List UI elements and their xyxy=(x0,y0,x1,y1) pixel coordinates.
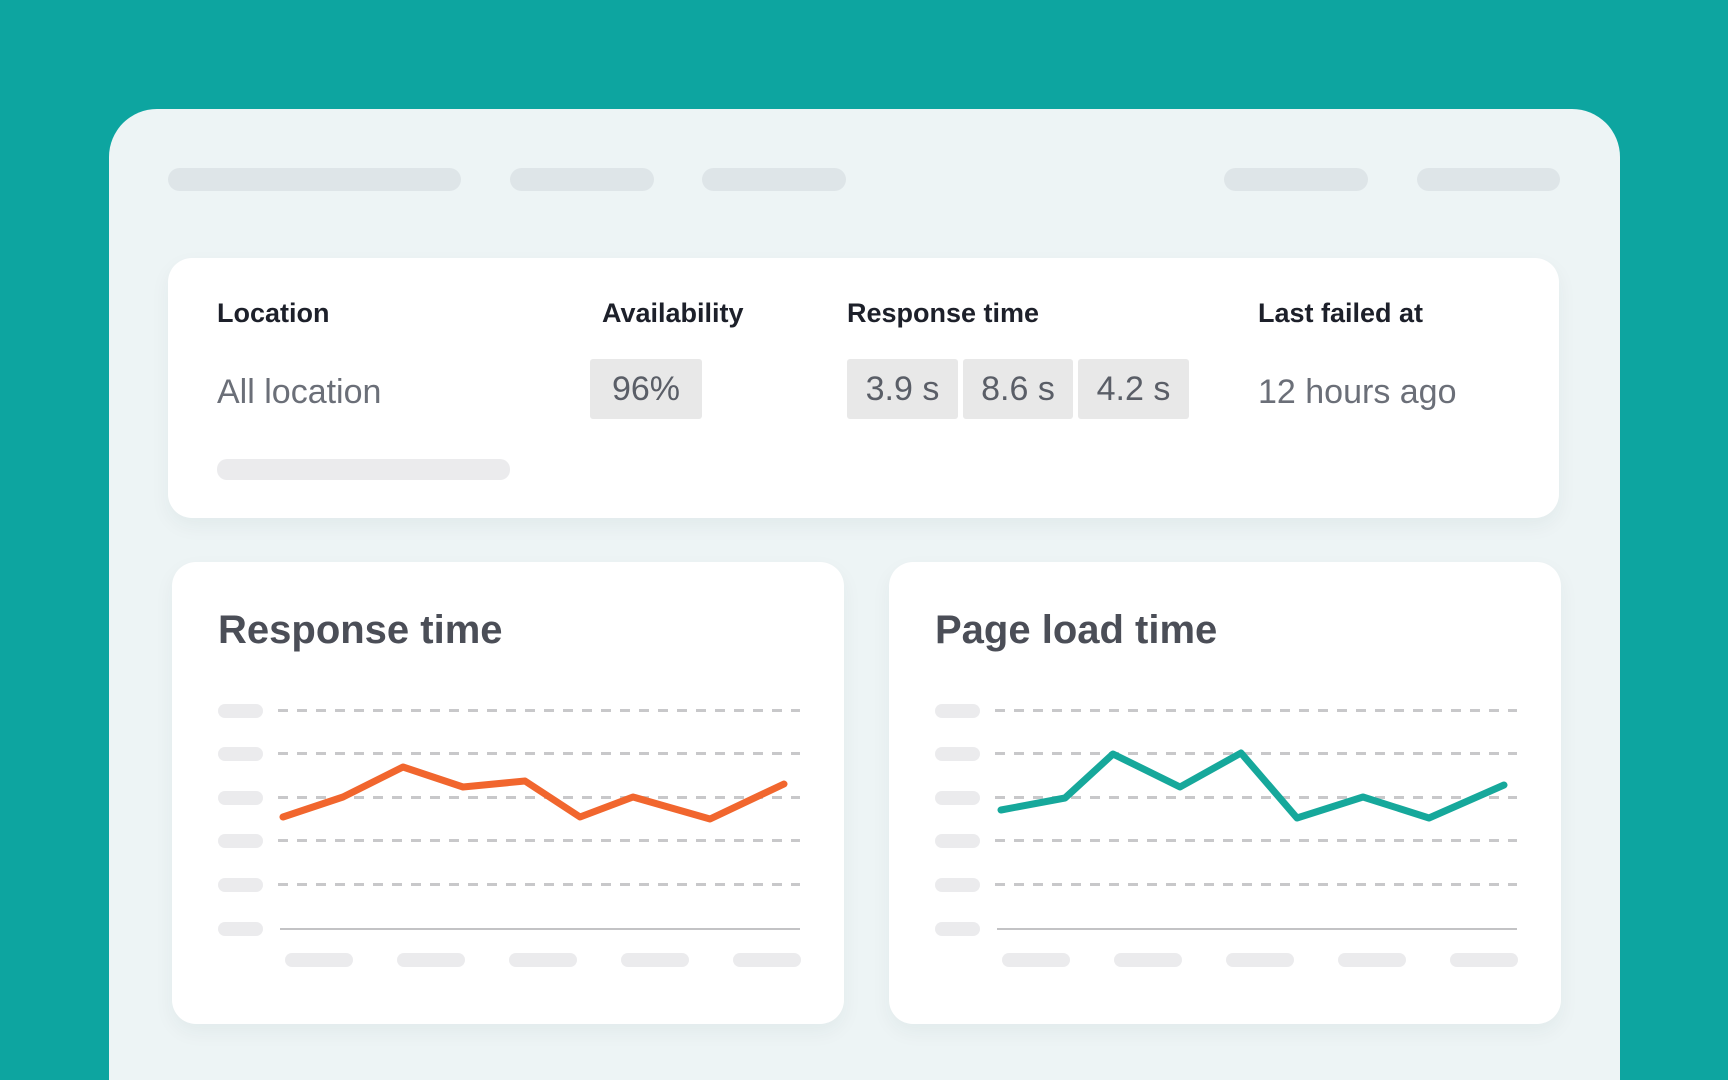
y-axis-tick-placeholder xyxy=(218,922,263,936)
y-axis-tick-placeholder xyxy=(935,878,980,892)
availability-chip: 96% xyxy=(590,359,702,419)
gridline-dashed xyxy=(995,752,1517,755)
response-time-chart-card: Response time xyxy=(172,562,844,1024)
x-axis-tick-placeholder xyxy=(285,953,353,967)
gridline-dashed xyxy=(278,839,800,842)
nav-item-placeholder[interactable] xyxy=(702,168,846,191)
x-axis-tick-placeholder xyxy=(509,953,577,967)
x-axis-tick-placeholder xyxy=(1450,953,1518,967)
x-axis-line xyxy=(997,928,1517,930)
chart-title: Page load time xyxy=(935,608,1218,652)
x-axis-tick-placeholder xyxy=(397,953,465,967)
page-load-time-chart-card: Page load time xyxy=(889,562,1561,1024)
page-load-time-line-chart xyxy=(997,749,1508,822)
column-header-availability: Availability xyxy=(602,298,744,328)
location-value: All location xyxy=(217,373,382,411)
y-axis-tick-placeholder xyxy=(935,834,980,848)
nav-item-placeholder[interactable] xyxy=(1417,168,1560,191)
chart-title: Response time xyxy=(218,608,503,652)
y-axis-tick-placeholder xyxy=(218,878,263,892)
y-axis-tick-placeholder xyxy=(218,704,263,718)
x-axis-tick-placeholder xyxy=(733,953,801,967)
column-header-location: Location xyxy=(217,298,330,328)
x-axis-tick-placeholder xyxy=(1002,953,1070,967)
y-axis-tick-placeholder xyxy=(935,791,980,805)
response-time-line xyxy=(279,763,788,823)
nav-item-placeholder[interactable] xyxy=(168,168,461,191)
nav-item-placeholder[interactable] xyxy=(510,168,654,191)
app-window: Location Availability Response time Last… xyxy=(109,109,1620,1080)
y-axis-tick-placeholder xyxy=(935,704,980,718)
column-header-response-time: Response time xyxy=(847,298,1040,328)
response-time-chip-3: 4.2 s xyxy=(1078,359,1189,419)
x-axis-tick-placeholder xyxy=(1338,953,1406,967)
y-axis-tick-placeholder xyxy=(218,791,263,805)
x-axis-tick-placeholder xyxy=(1114,953,1182,967)
response-time-line-chart xyxy=(279,763,788,823)
x-axis-tick-placeholder xyxy=(1226,953,1294,967)
column-header-last-failed: Last failed at xyxy=(1258,298,1424,328)
gridline-dashed xyxy=(278,709,800,712)
y-axis-tick-placeholder xyxy=(218,834,263,848)
gridline-dashed xyxy=(995,883,1517,886)
y-axis-tick-placeholder xyxy=(935,747,980,761)
gridline-dashed xyxy=(278,752,800,755)
x-axis-tick-placeholder xyxy=(621,953,689,967)
x-axis-line xyxy=(280,928,800,930)
gridline-dashed xyxy=(995,839,1517,842)
response-time-chip-1: 3.9 s xyxy=(847,359,958,419)
monitor-summary-card: Location Availability Response time Last… xyxy=(168,258,1559,518)
gridline-dashed xyxy=(278,796,800,799)
gridline-dashed xyxy=(995,796,1517,799)
gridline-dashed xyxy=(278,883,800,886)
nav-item-placeholder[interactable] xyxy=(1224,168,1368,191)
y-axis-tick-placeholder xyxy=(218,747,263,761)
response-time-chips: 3.9 s 8.6 s 4.2 s xyxy=(847,359,1189,419)
gridline-dashed xyxy=(995,709,1517,712)
last-failed-value: 12 hours ago xyxy=(1258,373,1457,411)
y-axis-tick-placeholder xyxy=(935,922,980,936)
response-time-chip-2: 8.6 s xyxy=(963,359,1073,419)
monitor-name-placeholder xyxy=(217,459,510,480)
page-load-time-line xyxy=(997,749,1508,822)
